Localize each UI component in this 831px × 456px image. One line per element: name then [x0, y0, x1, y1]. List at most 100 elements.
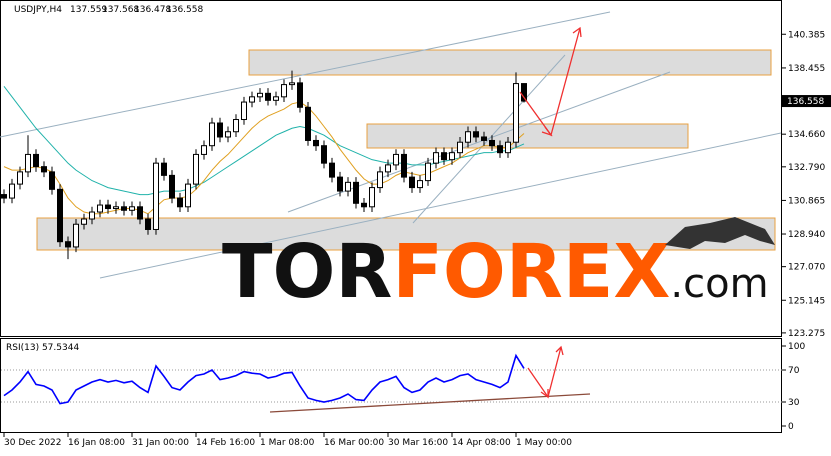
arrow-head: [572, 26, 582, 38]
candle-body: [425, 162, 431, 182]
candle-body: [113, 206, 119, 210]
candle-body: [97, 204, 103, 213]
candle-body: [329, 162, 335, 178]
candle-body: [33, 153, 39, 168]
candle-body: [297, 82, 303, 108]
candle-body: [441, 152, 447, 161]
watermark-part: FOREX: [392, 229, 670, 315]
candle-body: [25, 153, 31, 173]
candle-body: [513, 83, 519, 143]
candle-body: [217, 122, 223, 138]
candle-body: [65, 241, 71, 248]
x-tick-label: 14 Feb 16:00: [196, 438, 255, 448]
trend-line: [99, 132, 782, 279]
rsi-tick-label: 30: [788, 398, 800, 408]
candle-body: [129, 206, 135, 211]
candle-body: [337, 176, 343, 192]
arrow-head: [541, 126, 553, 137]
candle-body: [177, 197, 183, 208]
candle-body: [305, 106, 311, 141]
y-tick-label: 132.790: [788, 163, 825, 173]
candle-body: [49, 171, 55, 190]
candle-body: [225, 131, 231, 138]
candle-body: [153, 162, 159, 230]
candle-body: [41, 166, 47, 173]
x-tick-label: 30 Mar 16:00: [388, 438, 448, 448]
x-tick-label: 16 Jan 08:00: [68, 438, 125, 448]
candle-body: [1, 194, 7, 199]
candle-body: [473, 131, 479, 138]
candle-body: [9, 183, 15, 199]
current-price-label: 136.558: [787, 97, 824, 107]
candle-body: [81, 218, 87, 225]
trend-line: [287, 71, 671, 213]
zones: [36, 49, 776, 251]
x-tick-label: 16 Mar 00:00: [324, 438, 384, 448]
candle-body: [457, 141, 463, 154]
rsi-tick-label: 70: [788, 366, 800, 376]
ohlc-high: 137.568: [102, 5, 139, 15]
trend-lines: [0, 11, 782, 279]
rsi-tick-label: 0: [788, 422, 794, 432]
candle-body: [481, 136, 487, 141]
zone: [36, 217, 776, 251]
y-tick-label: 123.275: [788, 329, 825, 339]
candle-body: [505, 141, 511, 154]
x-tick-label: 30 Dec 2022: [4, 438, 62, 448]
candle-body: [73, 223, 79, 248]
candle-body: [185, 183, 191, 208]
x-tick-label: 14 Apr 08:00: [452, 438, 511, 448]
candle-body: [121, 206, 127, 211]
y-tick-label: 140.385: [788, 30, 825, 40]
candle-body: [169, 174, 175, 199]
candle-body: [433, 152, 439, 164]
candle-body: [369, 187, 375, 208]
current-price-box: [782, 95, 831, 108]
rsi-line: [3, 353, 525, 405]
trend-line: [0, 11, 611, 138]
watermark-part: TOR: [222, 229, 392, 315]
y-tick-label: 130.865: [788, 196, 825, 206]
candle-body: [193, 153, 199, 185]
candle-body: [409, 176, 415, 189]
candle-body: [137, 206, 143, 220]
rsi-label: RSI(13) 57.5344: [6, 343, 79, 353]
candle-body: [377, 171, 383, 189]
candle-body: [289, 82, 295, 86]
zone: [366, 123, 689, 149]
y-tick-label: 134.660: [788, 130, 825, 140]
candle-body: [417, 180, 423, 189]
ohlc-open: 137.559: [70, 5, 107, 15]
trend-line: [412, 54, 566, 224]
candle-body: [161, 162, 167, 176]
candle-body: [393, 153, 399, 166]
candle-body: [105, 204, 111, 210]
candle-body: [281, 84, 287, 98]
y-tick-label: 125.145: [788, 296, 825, 306]
rsi-tick-label: 100: [788, 342, 805, 352]
arrows: [269, 26, 591, 413]
ohlc-close: 136.558: [166, 5, 203, 15]
zone: [248, 49, 772, 76]
candle-body: [465, 131, 471, 143]
candle-body: [273, 96, 279, 101]
x-tick-label: 1 Mar 08:00: [260, 438, 315, 448]
watermark-part: .com: [670, 261, 768, 307]
x-tick-label: 31 Jan 00:00: [132, 438, 189, 448]
bull-shape: [665, 217, 775, 249]
candle-body: [241, 101, 247, 121]
candle-body: [385, 164, 391, 173]
candle-body: [257, 92, 263, 98]
arrow-head: [555, 345, 564, 356]
candle-body: [265, 92, 271, 101]
candle-body: [209, 122, 215, 147]
candle-body: [57, 188, 63, 243]
candle-body: [89, 211, 95, 220]
candle-body: [313, 139, 319, 147]
y-tick-label: 138.455: [788, 64, 825, 74]
symbol: USDJPY,H4: [14, 5, 62, 15]
candle-body: [321, 145, 327, 164]
plot: [1, 70, 782, 405]
